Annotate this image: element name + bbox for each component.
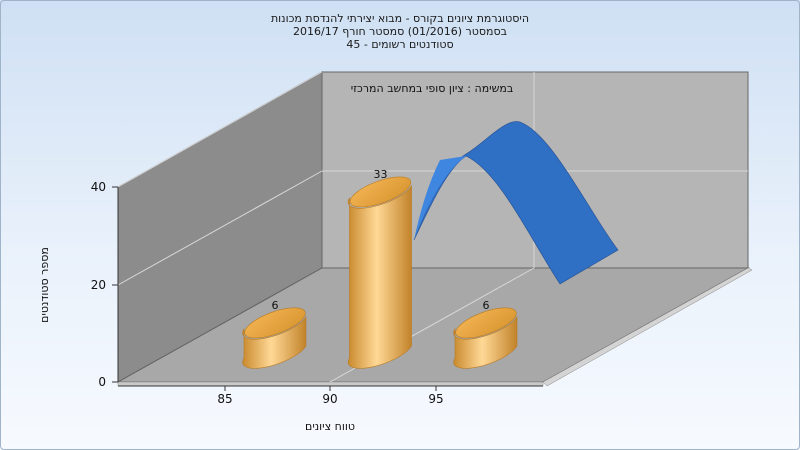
y-axis-title: מספר סטודנטים bbox=[38, 247, 51, 323]
x-tick-label-90: 90 bbox=[322, 392, 337, 406]
bar-body-90 bbox=[347, 184, 412, 369]
y-tick-label-20: 20 bbox=[91, 278, 106, 292]
title-line-3: סטודנטים רשומים - 45 bbox=[346, 38, 453, 51]
bar-85: 6 bbox=[242, 299, 307, 369]
bar-value-label-85: 6 bbox=[272, 299, 279, 312]
y-tick-label-40: 40 bbox=[91, 180, 106, 194]
floor-side-edge bbox=[542, 267, 753, 387]
title-line-2: בסמסטר (01/2016) סמסטר חורף 2016/17 bbox=[293, 25, 507, 38]
bar-cap-85 bbox=[244, 307, 306, 339]
y-axis: 0 20 40 bbox=[91, 180, 119, 389]
chart-subtitle: במשימה : ציון סופי במחשב המרכזי bbox=[351, 82, 514, 95]
bar-body-85 bbox=[242, 315, 307, 369]
bar-cap-90 bbox=[349, 176, 412, 208]
bar-body-95 bbox=[453, 315, 518, 369]
x-tick-label-95: 95 bbox=[428, 392, 443, 406]
chart-title: היסטוגרמת ציונים בקורס - מבוא יצירתי להנ… bbox=[271, 12, 529, 51]
x-axis: 85 90 95 bbox=[118, 385, 543, 406]
bar-90: 33 bbox=[347, 168, 412, 369]
bar-value-label-95: 6 bbox=[483, 299, 490, 312]
y-tick-label-0: 0 bbox=[98, 375, 106, 389]
bar-cap-95 bbox=[455, 307, 517, 339]
floor-front-edge bbox=[117, 381, 544, 387]
x-tick-label-85: 85 bbox=[217, 392, 232, 406]
bar-value-label-90: 33 bbox=[374, 168, 388, 181]
bar-95: 6 bbox=[453, 299, 518, 369]
distribution-curve-inner bbox=[414, 156, 466, 240]
title-line-1: היסטוגרמת ציונים בקורס - מבוא יצירתי להנ… bbox=[271, 12, 529, 25]
bars-layer: 6 33 6 bbox=[242, 168, 518, 369]
x-axis-title: טווח ציונים bbox=[305, 420, 355, 433]
gridline-y-20-left bbox=[117, 170, 323, 286]
gridline-y-40-left bbox=[117, 71, 323, 188]
